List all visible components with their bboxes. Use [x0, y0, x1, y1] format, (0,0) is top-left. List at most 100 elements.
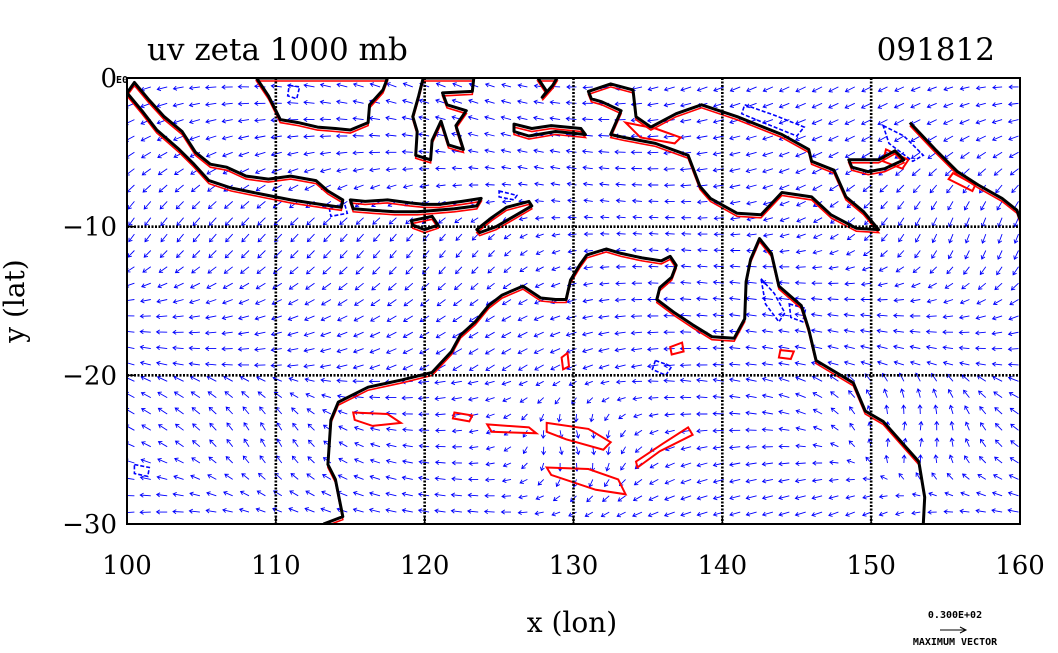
- wind-vector-arrow: [517, 83, 528, 89]
- max-vector-legend: 0.300E+02 MAXIMUM VECTOR: [913, 610, 998, 648]
- wind-vector-arrow: [729, 247, 741, 253]
- wind-vector-arrow: [566, 165, 577, 171]
- wind-vector-arrow: [139, 475, 151, 481]
- coastline-timor: [475, 199, 534, 235]
- wind-vector-arrow: [405, 266, 414, 275]
- wind-vector-arrow: [287, 299, 299, 306]
- wind-vector-arrow: [501, 380, 512, 386]
- wind-vector-arrow: [254, 299, 266, 305]
- wind-vector-arrow: [238, 507, 250, 513]
- wind-vector-arrow: [256, 201, 266, 209]
- wind-vector-arrow: [828, 151, 839, 158]
- wind-vector-arrow: [320, 315, 332, 322]
- wind-vector-arrow: [1007, 346, 1019, 352]
- wind-vector-arrow: [844, 86, 856, 93]
- coastal-contour-timor: [475, 203, 533, 237]
- wind-vector-arrow: [517, 348, 528, 355]
- wind-vector-arrow: [680, 86, 692, 92]
- wind-vector-arrow: [630, 347, 643, 353]
- wind-vector-arrow: [598, 298, 610, 303]
- wind-vector-arrow: [467, 148, 479, 154]
- wind-vector-arrow: [139, 492, 151, 498]
- positive-vorticity-contour: [351, 411, 404, 427]
- wind-vector-arrow: [598, 165, 610, 171]
- wind-vector-arrow: [712, 279, 724, 285]
- wind-vector-arrow: [354, 282, 364, 291]
- wind-vector-arrow: [467, 476, 479, 482]
- negative-vorticity-contour: [881, 124, 925, 163]
- wind-vector-arrow: [471, 266, 479, 274]
- wind-vector-arrow: [845, 511, 855, 517]
- wind-vector-arrow: [778, 393, 790, 399]
- wind-vector-arrow: [191, 266, 201, 274]
- wind-vector-arrow: [224, 217, 234, 226]
- wind-vector-arrow: [401, 475, 413, 481]
- wind-vector-arrow: [932, 388, 938, 398]
- wind-vector-arrow: [778, 102, 790, 109]
- wind-vector-arrow: [127, 510, 135, 516]
- wind-vector-arrow: [566, 84, 577, 90]
- wind-vector-arrow: [663, 378, 675, 384]
- wind-vector-arrow: [502, 282, 512, 289]
- wind-vector-arrow: [156, 86, 168, 92]
- wind-vector-arrow: [192, 423, 201, 431]
- wind-vector-arrow: [128, 233, 135, 243]
- wind-vector-arrow: [794, 280, 806, 286]
- wind-vector-arrow: [926, 360, 937, 366]
- wind-vector-arrow: [647, 378, 659, 384]
- wind-vector-arrow: [583, 198, 593, 204]
- wind-vector-arrow: [618, 413, 626, 420]
- wind-vector-arrow: [697, 247, 708, 253]
- wind-vector-arrow: [484, 131, 495, 137]
- wind-vector-arrow: [437, 282, 446, 291]
- wind-vector-arrow: [599, 231, 610, 237]
- wind-vector-arrow: [239, 282, 250, 290]
- wind-vector-arrow: [485, 445, 495, 451]
- wind-vector-arrow: [222, 508, 233, 513]
- wind-vector-arrow: [845, 495, 855, 500]
- wind-vector-arrow: [238, 151, 250, 158]
- wind-vector-arrow: [696, 511, 708, 517]
- wind-vector-arrow: [713, 215, 724, 221]
- wind-vector-arrow: [369, 82, 381, 88]
- wind-vector-arrow: [224, 391, 233, 398]
- wind-vector-arrow: [964, 455, 970, 464]
- wind-vector-arrow: [303, 117, 315, 122]
- wind-vector-arrow: [271, 299, 282, 306]
- wind-vector-arrow: [844, 151, 856, 159]
- wind-vector-arrow: [862, 494, 872, 500]
- wind-vector-arrow: [861, 266, 872, 272]
- wind-vector-arrow: [917, 454, 923, 464]
- wind-vector-arrow: [172, 361, 184, 367]
- wind-vector-arrow: [884, 454, 890, 464]
- wind-vector-arrow: [221, 101, 233, 107]
- x-axis-ticks: 100 110 120 130 140 150 160: [102, 516, 1045, 581]
- wind-vector-arrow: [995, 184, 1003, 194]
- wind-vector-arrow: [929, 266, 938, 274]
- wind-vector-arrow: [697, 215, 708, 221]
- wind-vector-arrow: [860, 297, 872, 302]
- wind-vector-arrow: [794, 328, 806, 334]
- wind-vector-arrow: [517, 164, 528, 170]
- wind-vector-arrow: [370, 315, 381, 322]
- wind-vector-arrow: [322, 409, 332, 415]
- wind-vector-arrow: [304, 299, 315, 306]
- wind-vector-arrow: [647, 395, 659, 401]
- y-axis-ticks: 0 −10 −20 −30: [62, 64, 135, 540]
- wind-vector-arrow: [368, 150, 381, 155]
- wind-vector-arrow: [881, 233, 888, 242]
- wind-vector-arrow: [434, 492, 446, 498]
- wind-vector-arrow: [535, 495, 544, 501]
- wind-vector-arrow: [385, 98, 397, 104]
- wind-vector-arrow: [439, 250, 446, 259]
- coastline-australia: [322, 237, 927, 524]
- wind-vector-arrow: [944, 282, 954, 289]
- wind-vector-arrow: [779, 217, 790, 223]
- x-tick-label: 100: [102, 551, 152, 581]
- wind-vector-arrow: [516, 115, 528, 121]
- wind-vector-arrow: [713, 263, 724, 269]
- wind-vector-arrow: [225, 406, 234, 415]
- wind-vector-arrow: [745, 511, 757, 517]
- wind-vector-arrow: [435, 331, 446, 339]
- wind-vector-arrow: [338, 457, 348, 464]
